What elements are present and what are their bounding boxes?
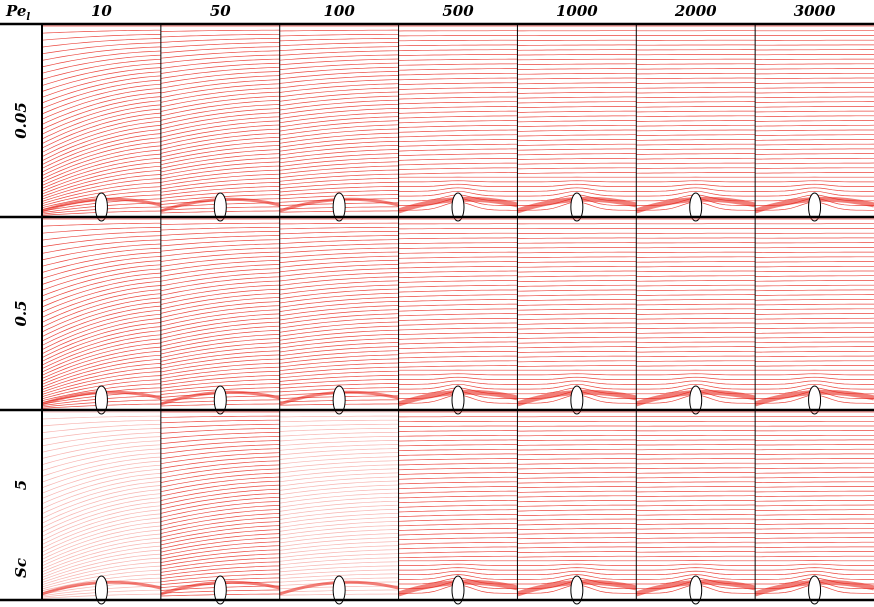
streamlines [517, 25, 637, 211]
obstacle [689, 575, 703, 605]
streamlines [636, 411, 756, 594]
corner-label: Pel [5, 2, 30, 23]
column-label: 1000 [556, 2, 598, 20]
streamlines [279, 25, 399, 213]
panel [516, 410, 637, 605]
panel [160, 410, 281, 605]
streamlines [517, 218, 637, 404]
obstacle [451, 575, 465, 605]
obstacle [808, 192, 822, 222]
streamlines [755, 218, 874, 404]
corner-main: Pe [5, 2, 26, 20]
corner-sub: l [26, 12, 30, 23]
panel [397, 217, 519, 415]
streamlines [398, 218, 518, 404]
row-label: 0.05 [12, 102, 30, 139]
obstacle [332, 192, 346, 222]
panel [397, 24, 519, 222]
obstacle [808, 575, 822, 605]
panel [279, 217, 399, 415]
obstacle [332, 575, 346, 605]
panel [41, 25, 162, 222]
streamlines [41, 25, 161, 216]
obstacle [570, 192, 584, 222]
panel [754, 24, 874, 222]
obstacle [451, 192, 465, 222]
streamlines [160, 411, 280, 597]
obstacle [213, 575, 227, 605]
panel [635, 24, 756, 222]
panel [397, 410, 519, 605]
panel [754, 410, 874, 605]
obstacle [94, 575, 108, 605]
streamlines [41, 411, 161, 599]
panel [160, 217, 281, 415]
panel [635, 217, 756, 415]
streamlines [398, 411, 518, 594]
panel [41, 218, 162, 415]
panel [279, 410, 399, 605]
column-label: 10 [91, 2, 112, 20]
row-axis-label: Sc [12, 558, 30, 578]
column-label: 2000 [674, 2, 717, 20]
streamlines [279, 218, 399, 406]
obstacle [570, 385, 584, 415]
streamlines [755, 411, 874, 594]
streamlines [636, 25, 756, 211]
column-label: 100 [323, 2, 355, 20]
streamlines [160, 25, 280, 214]
row-label: 0.5 [12, 300, 30, 326]
streamlines [755, 25, 874, 211]
obstacle [213, 385, 227, 415]
obstacle [808, 385, 822, 415]
panel [41, 411, 162, 605]
row-label: 5 [12, 480, 30, 490]
obstacle [213, 192, 227, 222]
obstacle [570, 575, 584, 605]
streamlines [398, 25, 518, 211]
obstacle [451, 385, 465, 415]
streamlines [41, 218, 161, 409]
streamlines [517, 411, 637, 594]
panel [516, 217, 637, 415]
column-label: 50 [210, 2, 231, 20]
column-label: 3000 [794, 2, 836, 20]
panel [754, 217, 874, 415]
streamlines [279, 411, 399, 596]
panel [160, 24, 281, 222]
column-label: 500 [442, 2, 474, 20]
streamlines [636, 218, 756, 404]
obstacle [689, 385, 703, 415]
obstacle [94, 385, 108, 415]
panel [635, 410, 756, 605]
panel [279, 24, 399, 222]
panel [516, 24, 637, 222]
streamlines [160, 218, 280, 407]
obstacle [332, 385, 346, 415]
obstacle [94, 192, 108, 222]
obstacle [689, 192, 703, 222]
